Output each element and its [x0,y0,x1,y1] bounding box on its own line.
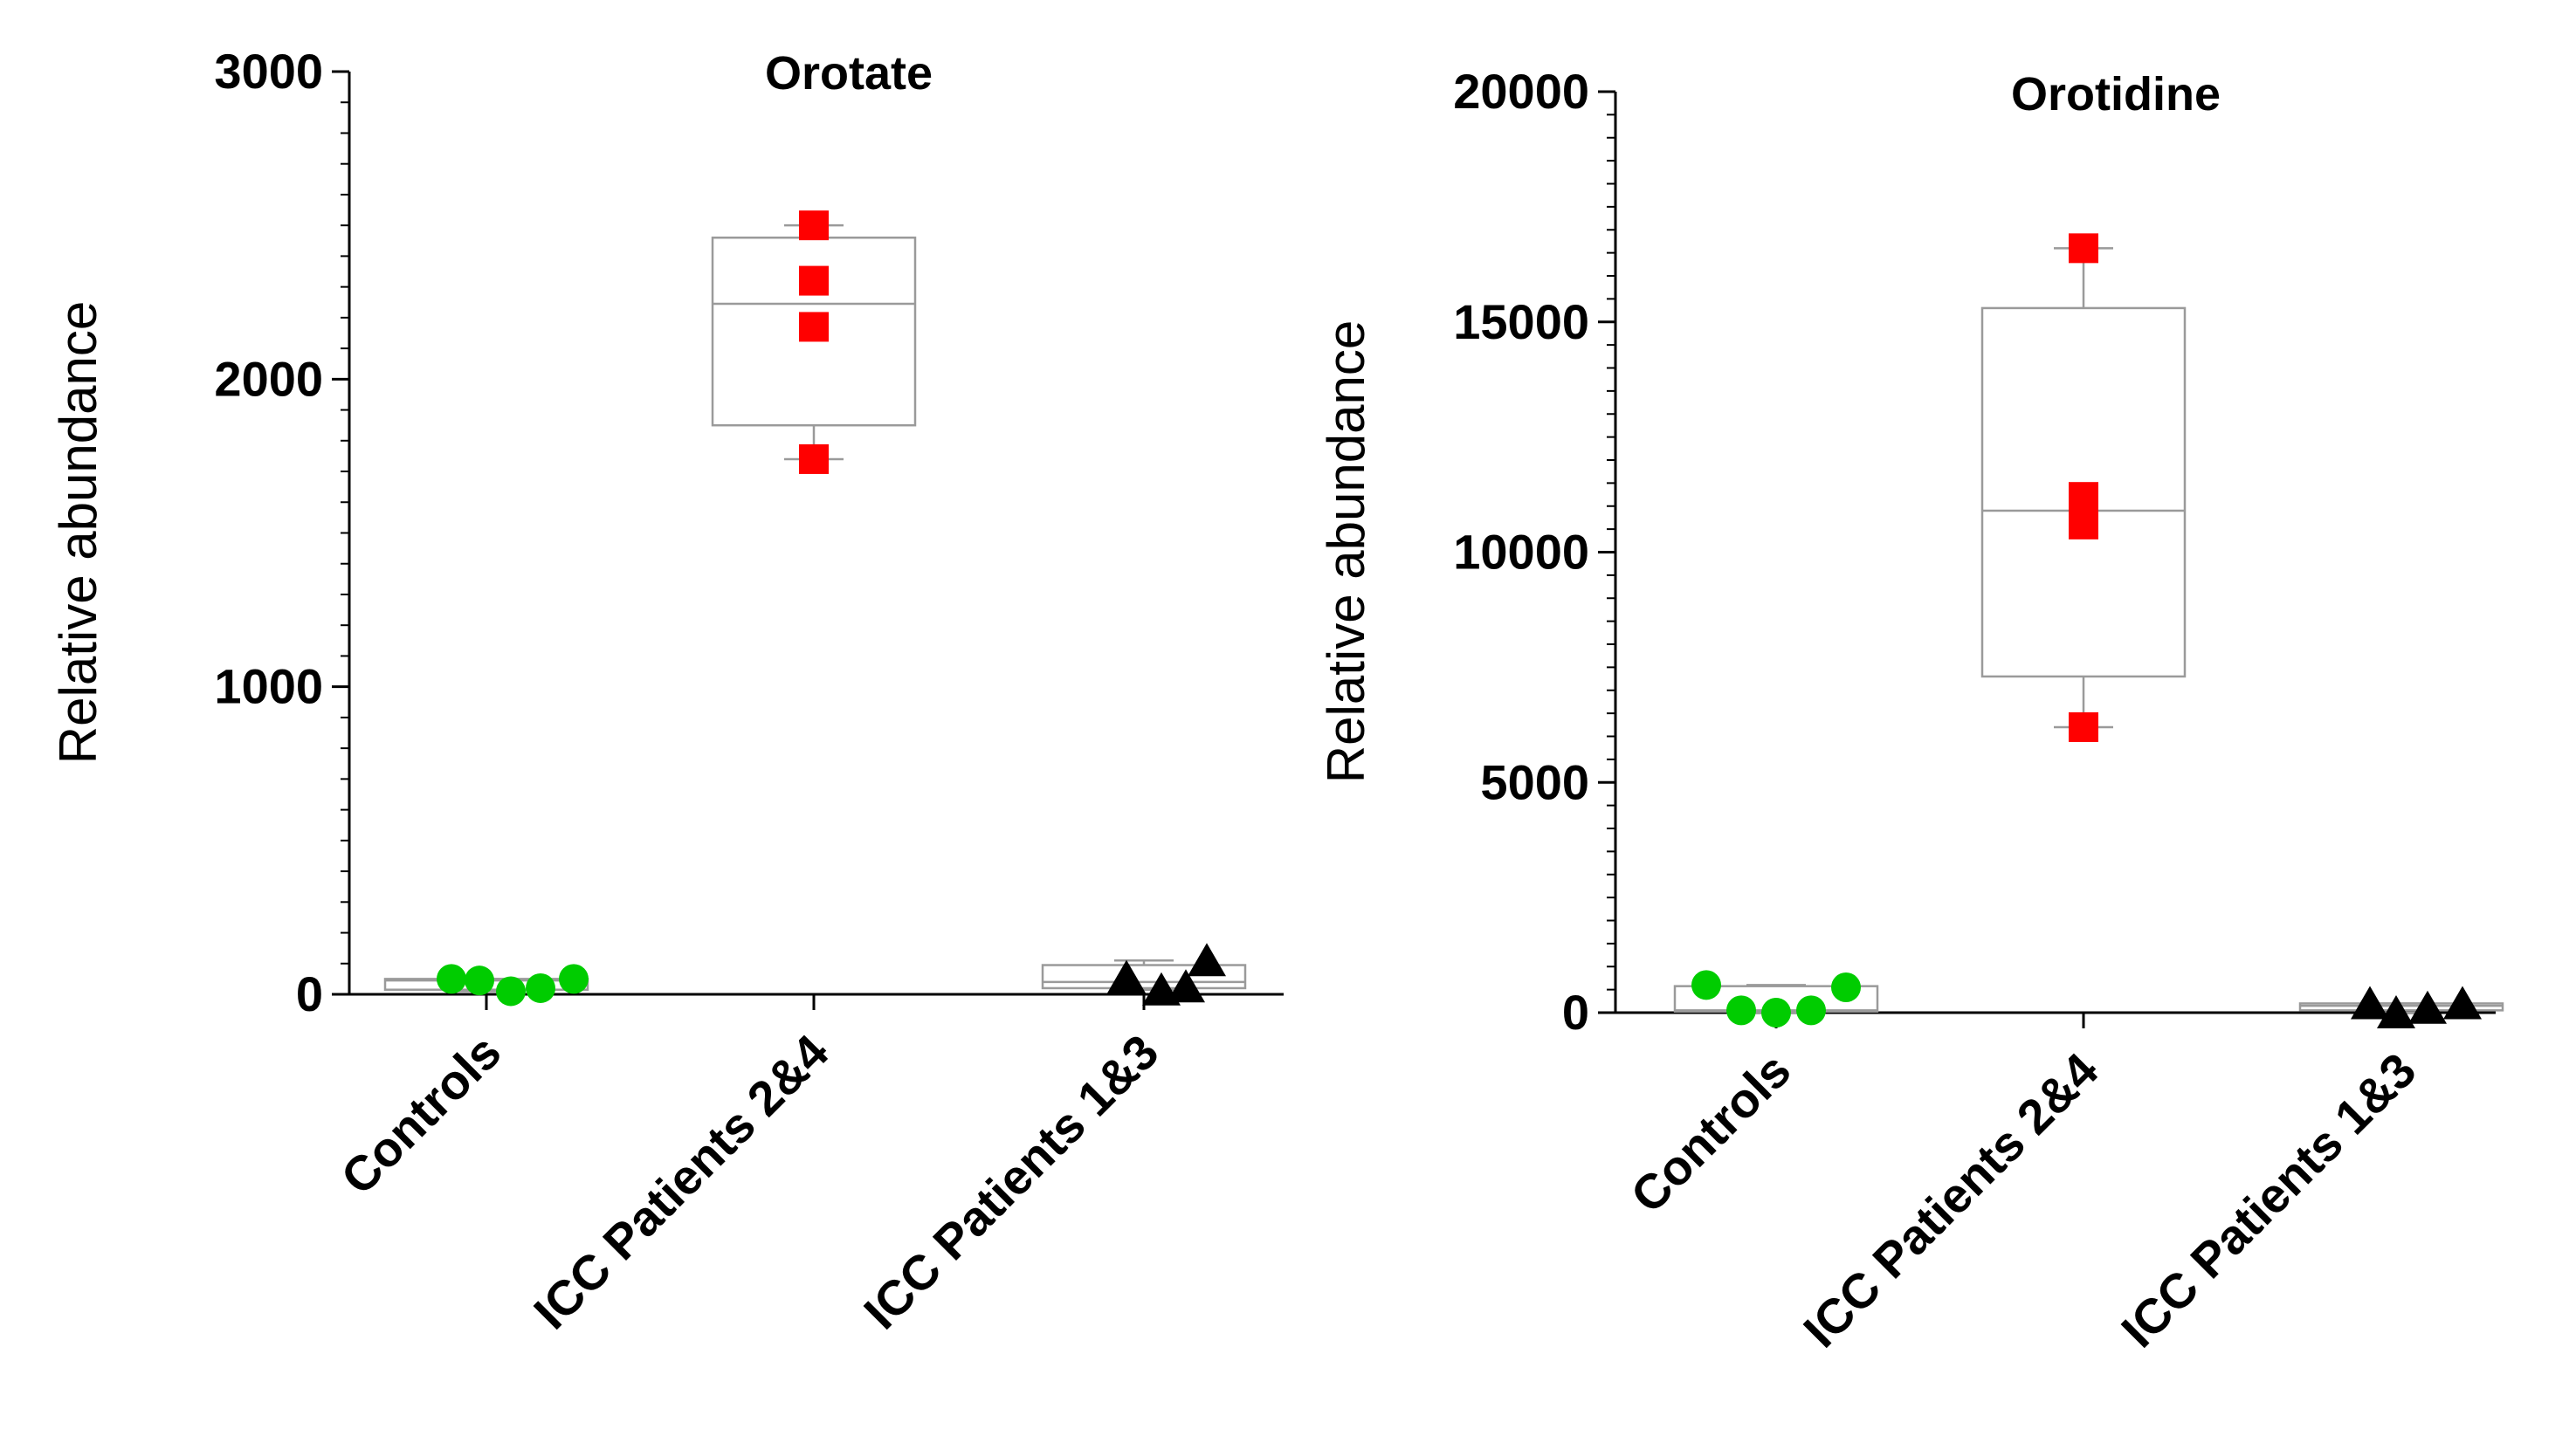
data-point [1107,959,1146,993]
data-point [2069,482,2098,512]
data-point [2351,986,2389,1020]
data-point [2443,986,2482,1020]
data-point [465,966,494,996]
data-point [1167,969,1205,1003]
x-tick-label: Controls [330,1024,511,1205]
chart-title: Orotate [765,47,933,100]
orotidine-panel: Orotidine Relative abundance 0 5000 10000 1… [1317,64,2504,1357]
box [1980,306,2187,678]
data-point [799,312,829,342]
box-plot-2 [1041,959,1247,991]
data-point [1691,970,1721,1000]
data-point [1796,995,1826,1026]
x-tick-label: ICC Patients 1&3 [853,1024,1168,1339]
data-point [2069,509,2098,539]
x-tick-label: ICC Patients 2&4 [1793,1042,2108,1357]
y-axis-label: Relative abundance [49,301,107,764]
y-tick-label: 15000 [1453,294,1589,349]
y-tick-label: 0 [296,966,323,1021]
y-tick-label: 0 [1562,985,1589,1040]
data-point [559,964,589,994]
data-point [2408,990,2447,1024]
data-point [496,976,526,1007]
data-point [1188,943,1226,977]
x-tick-label: Controls [1620,1042,1801,1223]
box-plot-1 [711,223,917,461]
y-tick-label: 5000 [1480,754,1589,809]
y-axis-label: Relative abundance [1317,320,1375,783]
y-tick-label: 3000 [214,44,323,99]
y-tick-label: 2000 [214,351,323,406]
box [1041,964,1247,990]
data-point [2377,995,2415,1028]
x-tick-label: ICC Patients 1&3 [2111,1042,2426,1357]
plot-area: 0 1000 2000 3000 Controls ICC Patients 2&4 ICC… [214,44,1284,1339]
data-point [437,964,466,994]
y-tick-label: 10000 [1453,525,1589,580]
y-tick-label: 1000 [214,659,323,714]
data-point [526,972,555,1003]
data-point [799,210,829,241]
data-point [1761,998,1791,1027]
y-tick-label: 20000 [1453,64,1589,119]
data-point [2069,233,2098,264]
data-point [799,443,829,474]
x-tick-label: ICC Patients 2&4 [523,1024,838,1339]
data-point [1726,995,1756,1026]
orotate-panel: Orotate Relative abundance 0 1000 2000 3000… [49,44,1284,1339]
data-point [799,265,829,296]
data-point [2069,711,2098,742]
chart-title: Orotidine [2011,68,2221,120]
data-point [1831,972,1861,1002]
